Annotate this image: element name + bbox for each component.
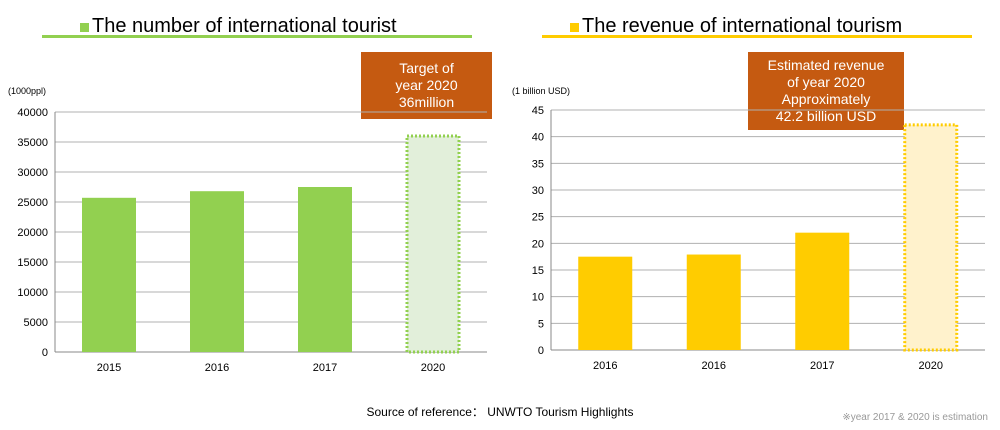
y-tick-label: 20	[532, 238, 544, 250]
green-square-icon	[80, 23, 89, 32]
y-tick-label: 5	[538, 318, 544, 330]
left-bar-chart: 0 5000 10000 15000 20000 25000 30000 35000 40000…	[17, 107, 487, 374]
y-tick-label: 35	[532, 158, 544, 170]
x-tick-label: 2016	[702, 360, 726, 372]
bar	[578, 256, 633, 350]
right-unit-label: (1 billion USD)	[512, 86, 571, 96]
y-tick-label: 45	[532, 105, 544, 117]
left-chart-title: The number of international tourist	[80, 14, 397, 38]
right-chart-title: The revenue of international tourism	[570, 14, 902, 38]
x-tick-label: 2017	[810, 360, 834, 372]
y-tick-label: 10	[532, 292, 544, 304]
x-tick-label: 2016	[593, 360, 617, 372]
y-tick-label: 35000	[17, 137, 48, 149]
y-tick-label: 15	[532, 265, 544, 277]
y-tick-label: 25000	[17, 197, 48, 209]
y-tick-label: 40	[532, 132, 544, 144]
y-tick-label: 20000	[17, 227, 48, 239]
y-tick-label: 30000	[17, 167, 48, 179]
y-tick-label: 0	[42, 347, 48, 359]
y-tick-label: 25	[532, 212, 544, 224]
bar-estimated	[903, 123, 959, 352]
bar	[298, 187, 352, 352]
right-title-underline	[542, 35, 972, 38]
right-annotation-box: Estimated revenue of year 2020 Approxima…	[748, 52, 904, 130]
source-reference: Source of reference： UNWTO Tourism Highl…	[366, 405, 634, 419]
left-title-underline	[42, 35, 472, 38]
y-tick-label: 10000	[17, 287, 48, 299]
left-annotation-text: Target of year 2020 36million	[395, 60, 458, 110]
bar-estimated	[405, 134, 461, 354]
x-tick-label: 2020	[919, 360, 943, 372]
left-annotation-box: Target of year 2020 36million	[361, 52, 492, 119]
x-tick-label: 2017	[313, 362, 337, 374]
estimation-note: ※year 2017 & 2020 is estimation	[842, 412, 988, 423]
bar	[795, 232, 850, 350]
bar	[82, 197, 136, 352]
right-annotation-text: Estimated revenue of year 2020 Approxima…	[767, 57, 885, 124]
x-tick-label: 2020	[421, 362, 445, 374]
y-tick-label: 40000	[17, 107, 48, 119]
y-tick-label: 30	[532, 185, 544, 197]
y-tick-label: 15000	[17, 257, 48, 269]
bar	[686, 254, 741, 350]
left-unit-label: (1000ppl)	[8, 86, 47, 96]
left-chart-title-text: The number of international tourist	[92, 15, 397, 37]
right-bar-chart: 0 5 10 15 20 25 30 35 40 45 2016 2016 2017 2020	[532, 105, 985, 372]
x-tick-label: 2015	[97, 362, 121, 374]
y-tick-label: 0	[538, 345, 544, 357]
y-tick-label: 5000	[24, 317, 48, 329]
yellow-square-icon	[570, 23, 579, 32]
bar	[190, 191, 244, 352]
right-chart-title-text: The revenue of international tourism	[582, 15, 903, 37]
x-tick-label: 2016	[205, 362, 229, 374]
